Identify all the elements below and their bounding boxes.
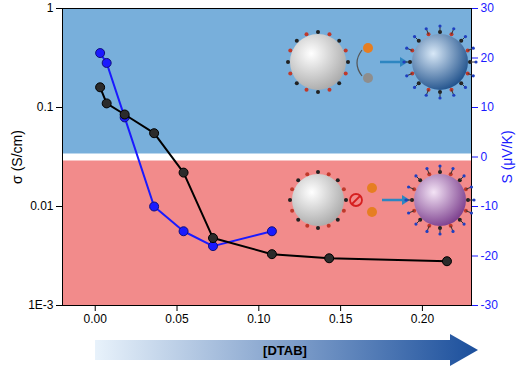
svg-text:S (μV/K): S (μV/K) — [499, 130, 515, 183]
svg-text:10: 10 — [481, 100, 495, 114]
svg-text:1: 1 — [47, 1, 54, 15]
svg-text:0.20: 0.20 — [411, 312, 435, 326]
svg-text:0.1: 0.1 — [37, 100, 54, 114]
svg-text:-20: -20 — [481, 249, 499, 263]
svg-text:0.05: 0.05 — [165, 312, 189, 326]
svg-text:-30: -30 — [481, 298, 499, 312]
svg-text:20: 20 — [481, 51, 495, 65]
svg-text:0.00: 0.00 — [84, 312, 108, 326]
svg-text:0.01: 0.01 — [30, 199, 54, 213]
svg-text:-10: -10 — [481, 199, 499, 213]
svg-text:0.10: 0.10 — [247, 312, 271, 326]
svg-text:1E-3: 1E-3 — [28, 298, 54, 312]
svg-text:30: 30 — [481, 1, 495, 15]
svg-text:0: 0 — [481, 150, 488, 164]
svg-text:[DTAB]: [DTAB] — [263, 343, 307, 358]
svg-text:σ (S/cm): σ (S/cm) — [9, 130, 25, 184]
svg-text:0.15: 0.15 — [329, 312, 353, 326]
